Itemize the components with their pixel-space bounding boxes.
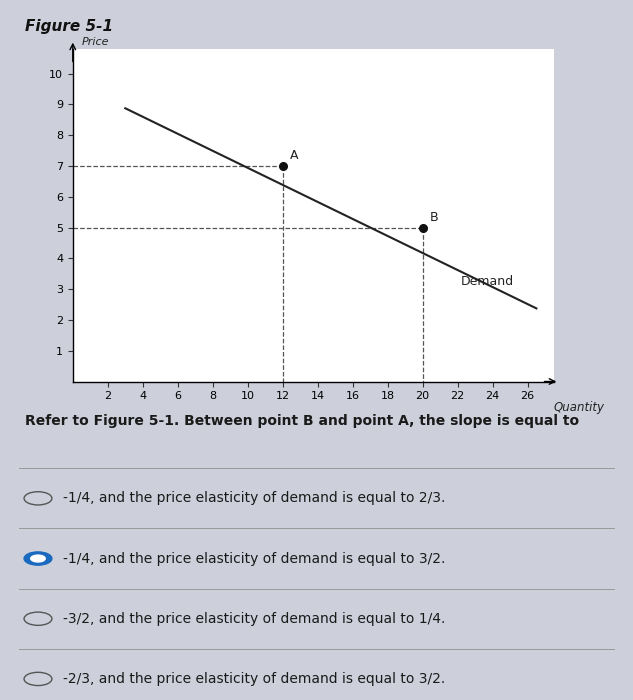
Text: Quantity: Quantity — [554, 401, 605, 414]
Text: Demand: Demand — [461, 274, 514, 288]
Text: -2/3, and the price elasticity of demand is equal to 3/2.: -2/3, and the price elasticity of demand… — [63, 672, 446, 686]
Text: -3/2, and the price elasticity of demand is equal to 1/4.: -3/2, and the price elasticity of demand… — [63, 612, 446, 626]
Text: Refer to Figure 5-1. Between point B and point A, the slope is equal to: Refer to Figure 5-1. Between point B and… — [25, 414, 579, 428]
Text: -1/4, and the price elasticity of demand is equal to 3/2.: -1/4, and the price elasticity of demand… — [63, 552, 446, 566]
Text: Figure 5-1: Figure 5-1 — [25, 20, 113, 34]
Text: A: A — [290, 149, 298, 162]
Text: Price: Price — [82, 38, 109, 48]
Circle shape — [31, 555, 45, 562]
Circle shape — [24, 552, 52, 565]
Text: B: B — [430, 211, 438, 224]
Text: -1/4, and the price elasticity of demand is equal to 2/3.: -1/4, and the price elasticity of demand… — [63, 491, 446, 505]
